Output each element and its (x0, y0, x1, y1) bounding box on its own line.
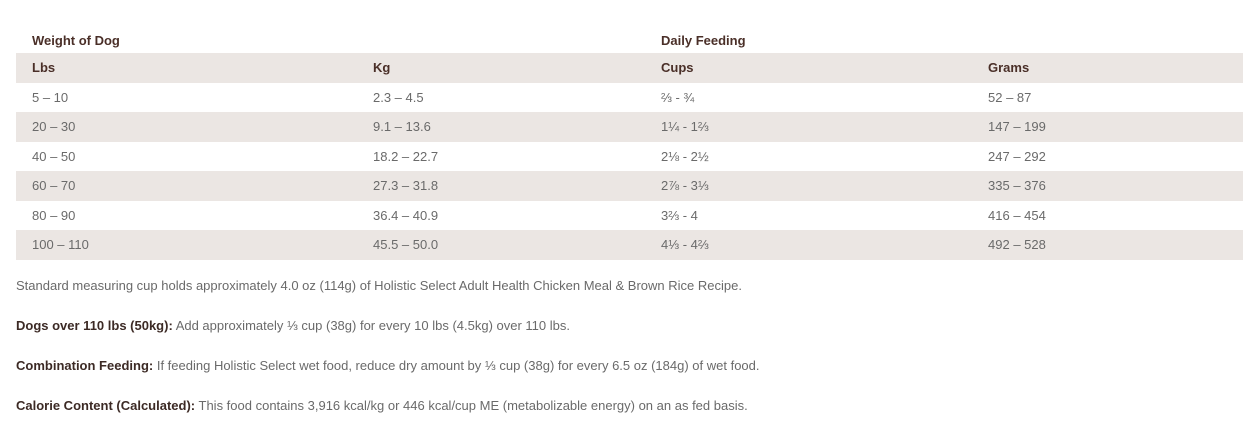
table-body: 5 – 10 2.3 – 4.5 ⅔ - ¾ 52 – 87 20 – 30 9.1 – … (16, 83, 1244, 260)
table-cell: 9.1 – 13.6 (357, 112, 646, 142)
table-cell: 36.4 – 40.9 (373, 207, 439, 223)
table-cell: 4⅓ - 4⅔ (645, 230, 973, 260)
table-row: 5 – 10 2.3 – 4.5 ⅔ - ¾ 52 – 87 (16, 83, 1243, 113)
notes: Standard measuring cup holds approximate… (16, 276, 1246, 436)
table-cell: 27.3 – 31.8 (357, 171, 646, 201)
note-text: This food contains 3,916 kcal/kg or 446 … (198, 398, 748, 413)
table-cell: 45.5 – 50.0 (357, 230, 646, 260)
table-cell: 2⅞ - 3⅓ (645, 171, 973, 201)
table-cell: 20 – 30 (16, 112, 357, 142)
group-header-row: Weight of Dog Daily Feeding (16, 28, 1244, 53)
table-cell: 2⅛ - 2½ (661, 148, 709, 164)
table-row: 100 – 110 45.5 – 50.0 4⅓ - 4⅔ 492 – 528 (16, 230, 1244, 260)
feeding-table-wrap: Weight of Dog Daily Feeding Lbs Kg Cups Gra… (16, 28, 1244, 260)
header-row: Lbs Kg Cups Grams (16, 53, 1244, 83)
note: Standard measuring cup holds approximate… (16, 276, 1246, 295)
group-header: Weight of Dog (16, 28, 646, 53)
column-header: Cups (645, 53, 973, 83)
table-cell: 2.3 – 4.5 (373, 89, 424, 105)
table-cell: 247 – 292 (988, 148, 1046, 164)
note-text: Add approximately ⅓ cup (38g) for every … (175, 318, 570, 333)
table-cell: ⅔ - ¾ (661, 89, 695, 105)
feeding-table: Weight of Dog Daily Feeding Lbs Kg Cups Gra… (16, 28, 1244, 260)
table-cell: 147 – 199 (972, 112, 1244, 142)
note: Dogs over 110 lbs (50kg): Add approximat… (16, 316, 1246, 335)
table-cell: 60 – 70 (16, 171, 357, 201)
table-cell: 3⅔ - 4 (661, 207, 698, 223)
group-header: Daily Feeding (645, 28, 1244, 53)
note-text: Standard measuring cup holds approximate… (16, 278, 742, 293)
table-cell: 18.2 – 22.7 (373, 148, 439, 164)
table-row: 80 – 90 36.4 – 40.9 3⅔ - 4 416 – 454 (16, 201, 1243, 231)
column-header: Lbs (16, 53, 357, 83)
note: Combination Feeding: If feeding Holistic… (16, 356, 1246, 375)
table-row: 20 – 30 9.1 – 13.6 1¼ - 1⅔ 147 – 199 (16, 112, 1244, 142)
note-label: Calorie Content (Calculated): (16, 398, 196, 413)
note-label: Dogs over 110 lbs (50kg): (16, 318, 173, 333)
column-header: Grams (972, 53, 1244, 83)
table-cell: 416 – 454 (988, 207, 1046, 223)
table-row: 40 – 50 18.2 – 22.7 2⅛ - 2½ 247 – 292 (16, 142, 1243, 172)
table-cell: 492 – 528 (972, 230, 1244, 260)
note: Calorie Content (Calculated): This food … (16, 396, 1246, 415)
table-cell: 80 – 90 (32, 207, 76, 223)
table-cell: 5 – 10 (32, 89, 69, 105)
table-cell: 1¼ - 1⅔ (645, 112, 973, 142)
column-header: Kg (357, 53, 646, 83)
table-cell: 52 – 87 (988, 89, 1032, 105)
table-row: 60 – 70 27.3 – 31.8 2⅞ - 3⅓ 335 – 376 (16, 171, 1244, 201)
note-label: Combination Feeding: (16, 358, 154, 373)
table-cell: 100 – 110 (16, 230, 357, 260)
note-text: If feeding Holistic Select wet food, red… (156, 358, 760, 373)
table-cell: 40 – 50 (32, 148, 76, 164)
table-cell: 335 – 376 (972, 171, 1244, 201)
